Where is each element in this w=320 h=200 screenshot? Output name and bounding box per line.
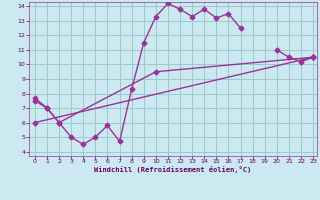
X-axis label: Windchill (Refroidissement éolien,°C): Windchill (Refroidissement éolien,°C)	[94, 166, 252, 173]
